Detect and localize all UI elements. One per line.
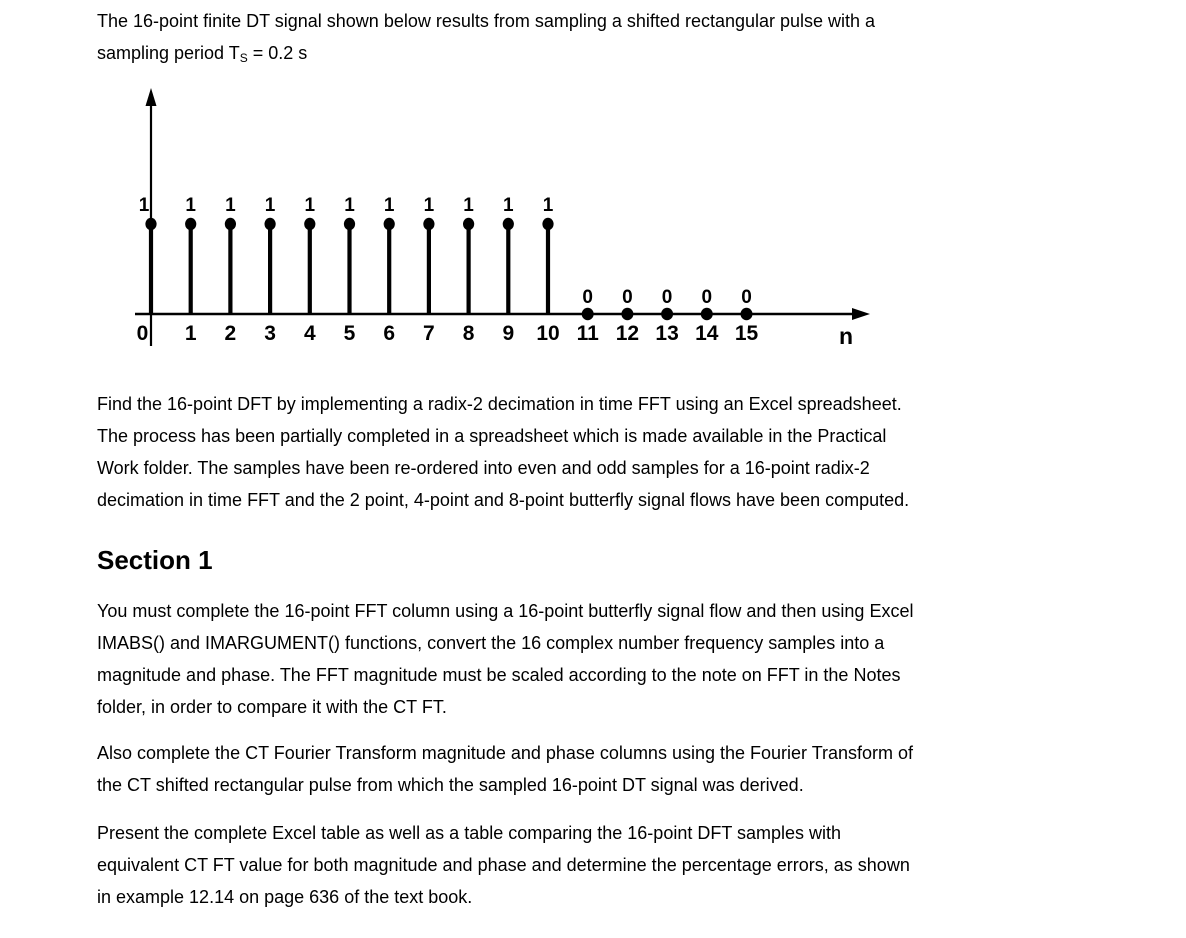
stem-dot bbox=[224, 217, 236, 231]
intro-paragraph: The 16-point finite DT signal shown belo… bbox=[97, 5, 1157, 71]
text-line: magnitude and phase. The FFT magnitude m… bbox=[97, 665, 901, 685]
stem-dot bbox=[264, 217, 276, 231]
stem-dot bbox=[542, 217, 554, 231]
sample-index-label: 0 bbox=[137, 322, 149, 345]
text-line: in example 12.14 on page 636 of the text… bbox=[97, 887, 473, 907]
sampling-period-subscript: S bbox=[239, 51, 248, 65]
sample-index-label: 4 bbox=[304, 322, 316, 345]
sample-index-label: 14 bbox=[695, 322, 719, 345]
stem-dot bbox=[343, 217, 356, 231]
text-line: IMABS() and IMARGUMENT() functions, conv… bbox=[97, 633, 885, 653]
stem-dot bbox=[463, 217, 475, 231]
sample-index-label: 10 bbox=[536, 322, 559, 345]
text-line: folder, in order to compare it with the … bbox=[97, 697, 447, 717]
sample-value-label: 1 bbox=[543, 195, 554, 216]
x-axis-name-label: n bbox=[839, 323, 853, 349]
sample-value-label: 0 bbox=[662, 287, 673, 308]
sample-index-label: 5 bbox=[344, 322, 356, 345]
sample-index-label: 11 bbox=[577, 322, 600, 345]
sample-value-label: 0 bbox=[741, 287, 752, 308]
text-line: Present the complete Excel table as well… bbox=[97, 823, 842, 843]
sample-value-label: 1 bbox=[503, 195, 514, 216]
stem-dot bbox=[502, 217, 514, 231]
text-line: sampling period TS = 0.2 s bbox=[97, 37, 1157, 71]
sample-value-label: 1 bbox=[139, 195, 150, 216]
section1-paragraph-1: You must complete the 16-point FFT colum… bbox=[97, 595, 1157, 723]
sample-index-label: 2 bbox=[225, 322, 237, 345]
stem-dot bbox=[740, 307, 753, 321]
sample-value-label: 1 bbox=[185, 195, 196, 216]
stem-dot bbox=[700, 307, 713, 321]
text-line: Work folder. The samples have been re-or… bbox=[97, 458, 870, 478]
sample-index-label: 8 bbox=[463, 322, 475, 345]
section1-paragraph-3: Present the complete Excel table as well… bbox=[97, 817, 1157, 913]
text-line: You must complete the 16-point FFT colum… bbox=[97, 601, 914, 621]
sample-value-label: 1 bbox=[305, 195, 316, 216]
intro-line2-post: = 0.2 s bbox=[247, 43, 308, 63]
sample-index-label: 13 bbox=[655, 322, 678, 345]
sample-value-label: 1 bbox=[265, 195, 276, 216]
sample-value-label: 1 bbox=[424, 195, 435, 216]
text-line: The 16-point finite DT signal shown belo… bbox=[97, 11, 876, 31]
stem-dot bbox=[581, 307, 594, 321]
sample-index-label: 9 bbox=[502, 322, 514, 345]
sample-index-label: 15 bbox=[735, 322, 759, 345]
text-line: equivalent CT FT value for both magnitud… bbox=[97, 855, 910, 875]
stem-dot bbox=[145, 217, 157, 231]
sample-value-label: 1 bbox=[463, 195, 474, 216]
stem-dot bbox=[304, 217, 316, 231]
sample-index-label: 12 bbox=[616, 322, 639, 345]
text-line: Also complete the CT Fourier Transform m… bbox=[97, 743, 914, 763]
stem-dot bbox=[185, 217, 197, 231]
sample-index-label: 1 bbox=[185, 322, 197, 345]
section-1-heading: Section 1 bbox=[97, 545, 213, 575]
stem-dot bbox=[383, 217, 395, 231]
sample-index-label: 3 bbox=[264, 322, 276, 345]
sample-value-label: 0 bbox=[622, 287, 633, 308]
text-line: Find the 16-point DFT by implementing a … bbox=[97, 394, 902, 414]
sample-value-label: 1 bbox=[344, 195, 355, 216]
x-axis-arrow-icon bbox=[852, 308, 870, 320]
sample-value-label: 0 bbox=[582, 287, 593, 308]
text-line: The process has been partially completed… bbox=[97, 426, 887, 446]
sample-index-label: 7 bbox=[423, 322, 435, 345]
section1-paragraph-2: Also complete the CT Fourier Transform m… bbox=[97, 737, 1157, 801]
sample-value-label: 1 bbox=[225, 195, 236, 216]
y-axis-arrow-icon bbox=[145, 88, 157, 106]
text-line: the CT shifted rectangular pulse from wh… bbox=[97, 775, 804, 795]
stem-dot bbox=[621, 307, 634, 321]
sample-value-label: 0 bbox=[702, 287, 713, 308]
intro-line2-pre: sampling period T bbox=[97, 43, 240, 63]
text-line: decimation in time FFT and the 2 point, … bbox=[97, 490, 910, 510]
task-paragraph: Find the 16-point DFT by implementing a … bbox=[97, 388, 1157, 516]
stem-dot bbox=[661, 307, 674, 321]
stem-dot bbox=[423, 217, 435, 231]
sample-value-label: 1 bbox=[384, 195, 395, 216]
sample-index-label: 6 bbox=[383, 322, 395, 345]
